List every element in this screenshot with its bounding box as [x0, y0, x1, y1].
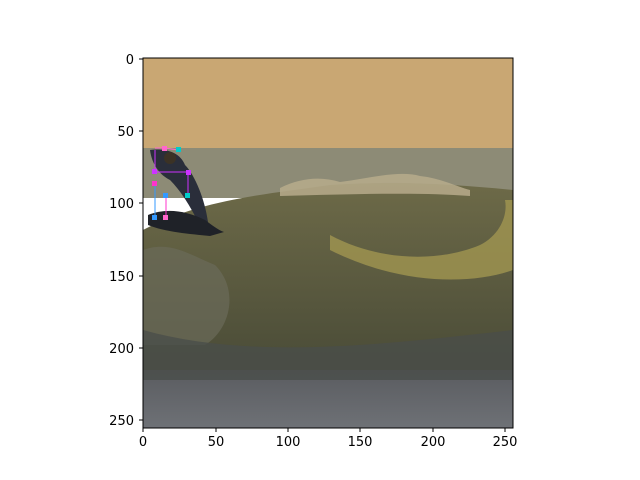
y-tick-label: 100 — [109, 197, 134, 212]
y-tick-label: 50 — [117, 125, 134, 140]
axes-frame — [142, 57, 514, 429]
wave-crest-foam — [280, 173, 470, 196]
y-tick-label: 200 — [109, 342, 134, 357]
keypoint-marker — [163, 215, 168, 220]
y-axis: 0 50 100 150 200 250 — [109, 53, 143, 429]
x-tick-label: 200 — [421, 435, 446, 450]
x-tick-label: 250 — [493, 435, 518, 450]
x-tick-label: 50 — [208, 435, 225, 450]
y-tick-label: 150 — [109, 270, 134, 285]
wave-trough — [143, 330, 513, 380]
keypoint-marker — [185, 193, 190, 198]
x-axis: 0 50 100 150 200 250 — [139, 428, 518, 450]
keypoint-marker — [152, 169, 157, 174]
y-tick-label: 250 — [109, 414, 134, 429]
x-tick-label: 100 — [276, 435, 301, 450]
x-tick-label: 150 — [348, 435, 373, 450]
skeleton-line — [154, 150, 189, 196]
wave-glow — [330, 200, 513, 280]
sky — [143, 58, 513, 150]
keypoint-marker — [162, 146, 167, 151]
keypoint-marker — [186, 170, 191, 175]
keypoint-marker — [152, 181, 157, 186]
y-tick-label: 0 — [126, 53, 134, 68]
keypoint-marker — [163, 193, 168, 198]
surf-photo — [143, 58, 513, 428]
spray — [143, 246, 230, 345]
x-tick-label: 0 — [139, 435, 147, 450]
keypoint-marker — [152, 215, 157, 220]
keypoint-overlay — [152, 146, 191, 220]
keypoint-marker — [176, 147, 181, 152]
